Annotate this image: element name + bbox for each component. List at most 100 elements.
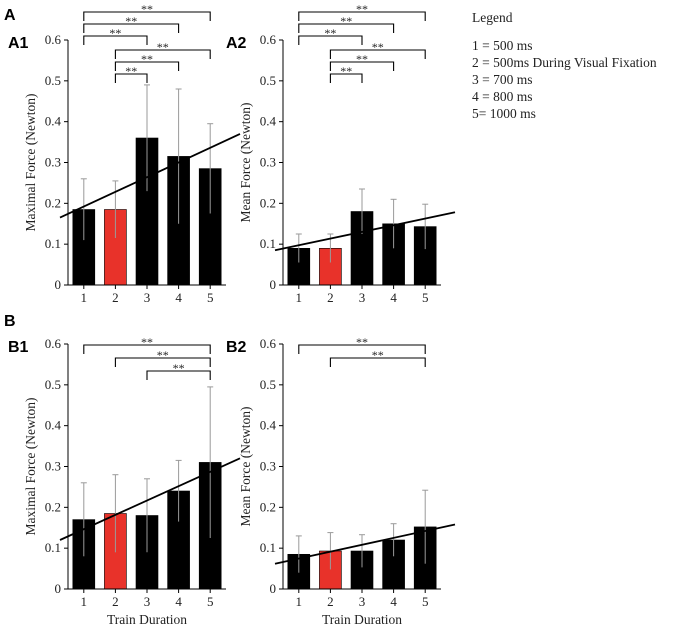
sig-label-a2-2-4: ** (356, 52, 368, 66)
legend-entry-5: 5= 1000 ms (472, 106, 536, 121)
y-tick-label-a2-6: 0.6 (260, 32, 277, 47)
y-axis-title-b2: Mean Force (Newton) (238, 407, 253, 527)
y-tick-label-b1-6: 0.6 (45, 336, 62, 351)
x-tick-label-a2-3: 3 (359, 290, 366, 305)
sig-bracket-a2-2-3 (329, 73, 363, 83)
legend: Legend 1 = 500 ms 2 = 500ms During Visua… (472, 10, 657, 121)
section-label-b: B (4, 313, 16, 330)
sig-label-a2-1-4: ** (340, 14, 352, 28)
y-tick-label-b2-0: 0 (270, 581, 277, 596)
sig-bracket-a1-1-5 (83, 11, 211, 21)
y-tick-label-b2-2: 0.2 (260, 499, 276, 514)
y-tick-label-a2-4: 0.4 (260, 114, 277, 129)
y-axis-title-a1: Maximal Force (Newton) (23, 94, 38, 232)
panel-label-b2: B2 (226, 339, 247, 356)
y-tick-label-a2-2: 0.2 (260, 195, 276, 210)
y-tick-label-a1-0: 0 (55, 277, 62, 292)
legend-entry-3: 3 = 700 ms (472, 72, 533, 87)
chart-panel-b1: B1 0 0.1 0.2 0.3 0.4 0.5 0.6 1 2 3 4 5 Maximal Force … (8, 335, 241, 627)
sig-label-b1-1-5: ** (141, 335, 153, 349)
sig-label-a2-2-3: ** (340, 64, 352, 78)
x-tick-label-b2-5: 5 (422, 594, 429, 609)
chart-panel-b2: B2 0 0.1 0.2 0.3 0.4 0.5 0.6 1 2 3 4 5 Mean Force (Ne… (226, 335, 456, 627)
x-tick-label-b1-2: 2 (112, 594, 119, 609)
legend-entry-1: 1 = 500 ms (472, 38, 533, 53)
x-tick-label-a1-2: 2 (112, 290, 119, 305)
sig-label-a1-1-5: ** (141, 2, 153, 16)
y-tick-label-a1-2: 0.2 (45, 195, 61, 210)
sig-label-a1-2-3: ** (125, 64, 137, 78)
chart-panel-a2: A2 0 0.1 0.2 0.3 0.4 0.5 0.6 1 2 3 4 5 Mean Force (Ne… (226, 2, 456, 305)
y-tick-label-a1-4: 0.4 (45, 114, 62, 129)
sig-bracket-a1-1-4 (83, 23, 180, 33)
x-axis-title-b1: Train Duration (107, 612, 187, 627)
y-tick-label-a2-5: 0.5 (260, 73, 276, 88)
legend-entry-2: 2 = 500ms During Visual Fixation (472, 55, 657, 70)
y-tick-label-b1-1: 0.1 (45, 540, 61, 555)
x-tick-label-a2-5: 5 (422, 290, 429, 305)
y-tick-label-a1-6: 0.6 (45, 32, 62, 47)
sig-label-a2-1-3: ** (324, 26, 336, 40)
legend-entry-4: 4 = 800 ms (472, 89, 533, 104)
panel-label-a1: A1 (8, 35, 29, 52)
sig-label-a2-1-5: ** (356, 2, 368, 16)
sig-label-a1-1-3: ** (109, 26, 121, 40)
sig-bracket-a2-2-5 (329, 49, 426, 59)
trend-line-b1 (59, 457, 241, 541)
x-axis-title-b2: Train Duration (322, 612, 402, 627)
sig-bracket-b2-2-5 (329, 357, 426, 367)
sig-label-b1-3-5: ** (173, 361, 185, 375)
x-tick-label-a1-3: 3 (144, 290, 151, 305)
trend-line-a2 (274, 211, 456, 252)
x-tick-label-b2-2: 2 (327, 594, 334, 609)
y-tick-label-b2-4: 0.4 (260, 418, 277, 433)
x-tick-label-b2-1: 1 (296, 594, 303, 609)
y-tick-label-a1-1: 0.1 (45, 236, 61, 251)
sig-label-b1-2-5: ** (157, 348, 169, 362)
x-tick-label-b1-3: 3 (144, 594, 151, 609)
sig-label-a1-1-4: ** (125, 14, 137, 28)
y-tick-label-b1-5: 0.5 (45, 377, 61, 392)
y-tick-label-a2-3: 0.3 (260, 155, 276, 170)
x-tick-label-a2-1: 1 (296, 290, 303, 305)
y-tick-label-b1-3: 0.3 (45, 459, 61, 474)
sig-bracket-a2-1-3 (298, 35, 363, 45)
sig-bracket-b2-1-5 (298, 344, 426, 354)
y-tick-label-b1-4: 0.4 (45, 418, 62, 433)
section-label-a: A (4, 7, 16, 24)
y-tick-label-b2-6: 0.6 (260, 336, 277, 351)
y-tick-label-b2-1: 0.1 (260, 540, 276, 555)
legend-title: Legend (472, 10, 513, 25)
y-tick-label-a2-0: 0 (270, 277, 277, 292)
sig-bracket-a2-1-4 (298, 23, 395, 33)
panel-label-a2: A2 (226, 35, 247, 52)
sig-label-a1-2-4: ** (141, 52, 153, 66)
y-axis-title-b1: Maximal Force (Newton) (23, 398, 38, 536)
trend-line-a1 (59, 133, 241, 219)
sig-bracket-a1-2-4 (114, 61, 180, 71)
x-tick-label-b2-4: 4 (390, 594, 397, 609)
x-tick-label-a1-5: 5 (207, 290, 214, 305)
y-tick-label-b1-0: 0 (55, 581, 62, 596)
y-tick-label-b2-5: 0.5 (260, 377, 276, 392)
y-tick-label-a1-3: 0.3 (45, 155, 61, 170)
x-tick-label-a2-2: 2 (327, 290, 334, 305)
sig-label-a1-2-5: ** (157, 40, 169, 54)
y-tick-label-b2-3: 0.3 (260, 459, 276, 474)
panel-label-b1: B1 (8, 339, 29, 356)
sig-label-b2-1-5: ** (356, 335, 368, 349)
y-tick-label-a2-1: 0.1 (260, 236, 276, 251)
sig-bracket-b1-1-5 (83, 344, 211, 354)
trend-line-b2 (274, 523, 456, 565)
sig-bracket-a1-2-5 (114, 49, 211, 59)
x-tick-label-a2-4: 4 (390, 290, 397, 305)
sig-bracket-b1-3-5 (146, 370, 211, 380)
x-tick-label-b1-4: 4 (175, 594, 182, 609)
x-tick-label-b1-5: 5 (207, 594, 214, 609)
y-axis-title-a2: Mean Force (Newton) (238, 103, 253, 223)
sig-label-a2-2-5: ** (372, 40, 384, 54)
sig-bracket-a2-2-4 (329, 61, 395, 71)
x-tick-label-a1-1: 1 (81, 290, 88, 305)
sig-bracket-a1-1-3 (83, 35, 148, 45)
